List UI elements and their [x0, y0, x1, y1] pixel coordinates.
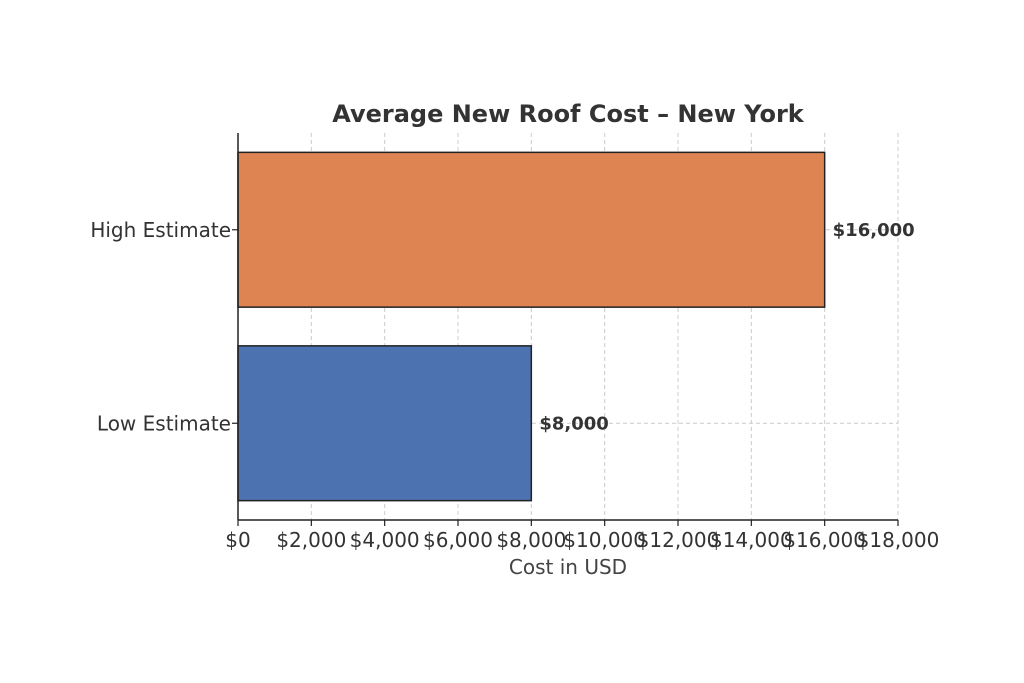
x-tick-label: $8,000 — [496, 528, 566, 552]
bar-data-label: $8,000 — [539, 413, 608, 434]
y-category-label: Low Estimate — [97, 411, 231, 435]
bar-low-estimate — [237, 345, 533, 502]
x-tick-label: $0 — [225, 528, 250, 552]
bar-data-label: $16,000 — [833, 220, 915, 241]
x-tick-label: $10,000 — [563, 528, 646, 552]
x-tick-label: $12,000 — [637, 528, 720, 552]
x-tick-label: $2,000 — [276, 528, 346, 552]
labels: $0 $2,000 $4,000 $6,000 $8,000$10,000$12,000… — [90, 218, 939, 552]
x-tick-label: $18,000 — [857, 528, 940, 552]
x-tick-label: $6,000 — [423, 528, 493, 552]
x-tick-label: $14,000 — [710, 528, 793, 552]
y-category-label: High Estimate — [90, 218, 231, 242]
bar-high-estimate — [237, 151, 826, 308]
x-axis-title: Cost in USD — [509, 555, 627, 579]
bars — [237, 151, 826, 502]
chart-title: Average New Roof Cost – New York — [332, 100, 805, 128]
x-tick-label: $16,000 — [783, 528, 866, 552]
axes — [232, 133, 899, 526]
x-tick-label: $4,000 — [350, 528, 420, 552]
